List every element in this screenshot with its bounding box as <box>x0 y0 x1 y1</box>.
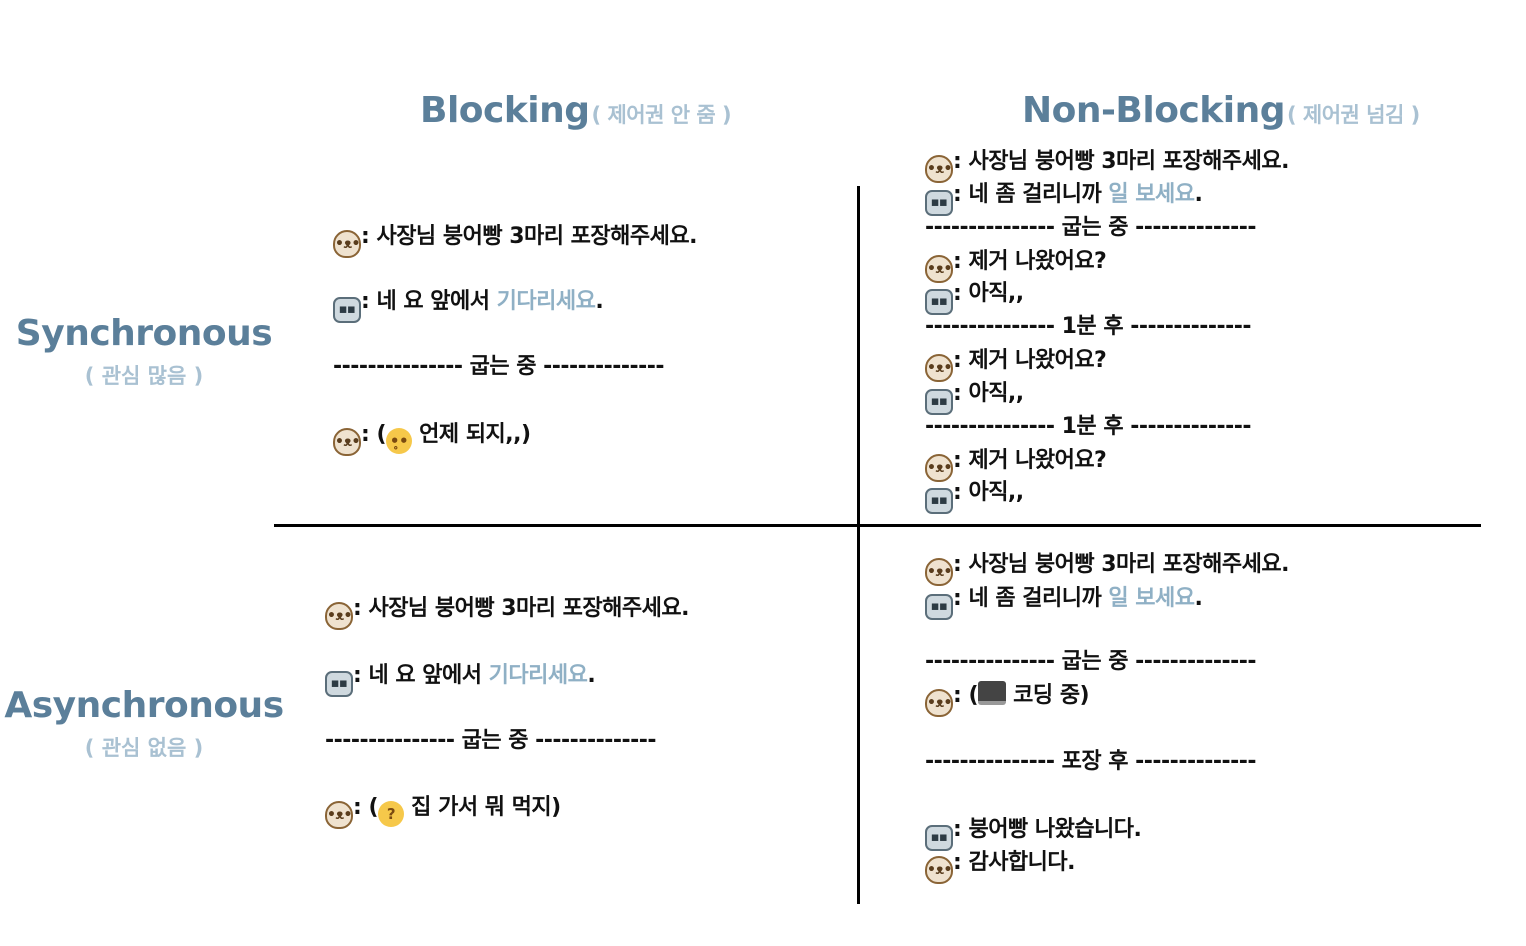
dog-face-icon: •ᴥ• <box>325 602 353 630</box>
dialog-line: ▪▪: 네 좀 걸리니까 일 보세요. <box>925 180 1203 216</box>
dialog-line: ▪▪: 네 요 앞에서 기다리세요. <box>333 287 604 323</box>
divider-text: --------------- 포장 후 -------------- <box>925 749 1257 774</box>
synchronous-header: Synchronous ( 관심 많음 ) <box>4 313 284 390</box>
robot-face-icon: ▪▪ <box>325 671 353 697</box>
nonblocking-subtitle: ( 제어권 넘김 ) <box>1286 103 1420 127</box>
robot-face-icon: ▪▪ <box>333 297 361 323</box>
dialog-line: ▪▪: 네 요 앞에서 기다리세요. <box>325 661 596 697</box>
robot-face-icon: ▪▪ <box>925 289 953 315</box>
divider-text: --------------- 1분 후 -------------- <box>925 314 1252 339</box>
dialog-line: ▪▪: 네 좀 걸리니까 일 보세요. <box>925 584 1203 620</box>
dog-face-icon: •ᴥ• <box>925 454 953 482</box>
dog-face-icon: •ᴥ• <box>325 801 353 829</box>
dialog-line: •ᴥ•: 사장님 붕어빵 3마리 포장해주세요. <box>925 550 1289 586</box>
divider-text: --------------- 굽는 중 -------------- <box>925 649 1257 674</box>
horizontal-divider <box>274 524 1481 527</box>
dialog-line: •ᴥ•: 제거 나왔어요? <box>925 247 1107 283</box>
blocking-subtitle: ( 제어권 안 줌 ) <box>591 103 732 127</box>
dog-face-icon: •ᴥ• <box>925 354 953 382</box>
dog-face-icon: •ᴥ• <box>925 155 953 183</box>
divider-text: --------------- 굽는 중 -------------- <box>325 728 657 753</box>
dialog-line: •ᴥ•: 사장님 붕어빵 3마리 포장해주세요. <box>333 222 697 258</box>
nonblocking-header: Non-Blocking( 제어권 넘김 ) <box>1022 90 1420 131</box>
dialog-line: •ᴥ•: 제거 나왔어요? <box>925 346 1107 382</box>
asynchronous-subtitle: ( 관심 없음 ) <box>84 736 204 760</box>
nonblocking-title: Non-Blocking <box>1022 90 1285 131</box>
vertical-divider <box>857 186 860 904</box>
robot-face-icon: ▪▪ <box>925 389 953 415</box>
dog-face-icon: •ᴥ• <box>333 428 361 456</box>
pleading-face-icon: •̥• <box>386 428 413 454</box>
divider-text: --------------- 굽는 중 -------------- <box>333 354 665 379</box>
blocking-header: Blocking( 제어권 안 줌 ) <box>420 90 732 131</box>
robot-face-icon: ▪▪ <box>925 825 953 851</box>
divider-text: --------------- 1분 후 -------------- <box>925 414 1252 439</box>
dog-face-icon: •ᴥ• <box>925 558 953 586</box>
robot-face-icon: ▪▪ <box>925 488 953 514</box>
dialog-line: •ᴥ•: 사장님 붕어빵 3마리 포장해주세요. <box>925 147 1289 183</box>
thinking-face-icon: ? <box>378 801 405 827</box>
dialog-line: •ᴥ•: 제거 나왔어요? <box>925 446 1107 482</box>
divider-text: --------------- 굽는 중 -------------- <box>925 215 1257 240</box>
synchronous-title: Synchronous <box>15 313 273 354</box>
dialog-line: ▪▪: 아직,, <box>925 279 1024 315</box>
dog-face-icon: •ᴥ• <box>333 230 361 258</box>
asynchronous-header: Asynchronous ( 관심 없음 ) <box>4 685 284 762</box>
dialog-line: ▪▪: 아직,, <box>925 379 1024 415</box>
dialog-line: •ᴥ•: 감사합니다. <box>925 848 1076 884</box>
robot-face-icon: ▪▪ <box>925 190 953 216</box>
dialog-line: •ᴥ•: ( 코딩 중) <box>925 681 1090 717</box>
dialog-line: •ᴥ•: 사장님 붕어빵 3마리 포장해주세요. <box>325 594 689 630</box>
dialog-line: ▪▪: 붕어빵 나왔습니다. <box>925 815 1142 851</box>
dialog-line: •ᴥ•: (? 집 가서 뭐 먹지) <box>325 793 561 829</box>
dialog-line: •ᴥ•: (•̥• 언제 되지,,) <box>333 420 531 456</box>
laptop-icon <box>978 681 1007 705</box>
robot-face-icon: ▪▪ <box>925 594 953 620</box>
dog-face-icon: •ᴥ• <box>925 856 953 884</box>
dog-face-icon: •ᴥ• <box>925 689 953 717</box>
asynchronous-title: Asynchronous <box>4 685 284 726</box>
dialog-line: ▪▪: 아직,, <box>925 478 1024 514</box>
synchronous-subtitle: ( 관심 많음 ) <box>84 364 204 388</box>
blocking-title: Blocking <box>420 90 590 131</box>
dog-face-icon: •ᴥ• <box>925 255 953 283</box>
